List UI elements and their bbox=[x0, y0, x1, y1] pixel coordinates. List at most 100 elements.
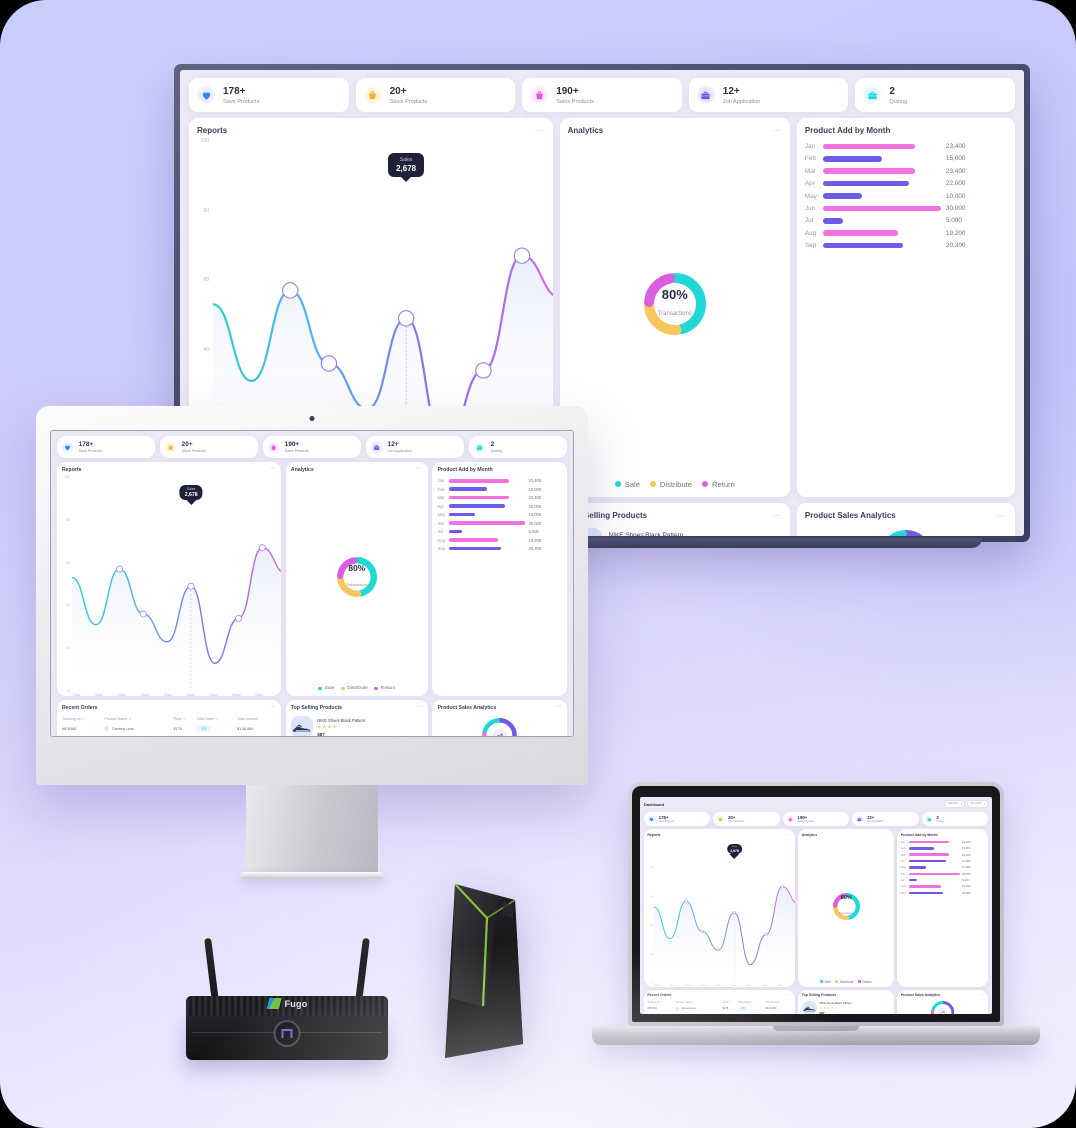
legend-item[interactable]: Sale bbox=[614, 480, 640, 489]
stat-card-2[interactable]: 190+ Sales Products bbox=[522, 78, 682, 112]
orders-column-4[interactable]: Total Amount bbox=[765, 1000, 780, 1004]
monitor-foot bbox=[222, 538, 982, 548]
more-options-icon[interactable]: ⋯ bbox=[269, 704, 277, 711]
stat-card-1[interactable]: 20+ Stock Products bbox=[159, 436, 259, 459]
stat-card-1[interactable]: 20+ Stock Products bbox=[355, 78, 516, 112]
stat-card-4[interactable]: 2 Quiting bbox=[921, 811, 989, 827]
legend-item[interactable]: Sale bbox=[318, 686, 334, 691]
stat-card-3[interactable]: 12+ Job Application bbox=[688, 78, 849, 112]
sort-icon[interactable]: ⇅ bbox=[182, 716, 186, 721]
power-button-icon[interactable] bbox=[273, 1020, 301, 1047]
tv-box-shape bbox=[445, 883, 523, 1058]
sort-icon[interactable]: ⇅ bbox=[215, 716, 219, 721]
legend-item[interactable]: Return bbox=[858, 980, 872, 984]
legend-item[interactable]: Distribute bbox=[649, 480, 692, 489]
sort-icon[interactable]: ⇅ bbox=[81, 716, 85, 721]
more-options-icon[interactable]: ⋯ bbox=[771, 509, 782, 520]
bar-value-label: 10,000 bbox=[528, 512, 542, 518]
table-row[interactable]: #876364 Camera Lens $178 325 $1,46,660 bbox=[647, 1005, 791, 1012]
table-row[interactable]: #876368 Black Sleep Dress $14 53 $46,660 bbox=[62, 735, 276, 736]
monitor-screen[interactable]: 178+ Save Products 20+ Stock Products 19… bbox=[180, 70, 1024, 536]
more-options-icon[interactable]: ⋯ bbox=[885, 831, 891, 837]
orders-column-3[interactable]: Total Order ⇅ bbox=[196, 716, 219, 721]
y-axis-tick: 0 bbox=[67, 689, 70, 693]
stat-card-1[interactable]: 20+ Stock Products bbox=[713, 811, 780, 827]
product-sales-donut-wrap bbox=[438, 711, 562, 736]
stat-card-0[interactable]: 178+ Save Products bbox=[643, 811, 711, 827]
order-total: 53 bbox=[196, 735, 237, 736]
orders-column-3[interactable]: Total Order ⇅ bbox=[738, 1000, 753, 1004]
legend-item[interactable]: Sale bbox=[820, 980, 831, 984]
legend-item[interactable]: Return bbox=[374, 686, 395, 691]
laptop-screen[interactable]: Dashboard 2020-2021 ▾ 2021-2022 ▾ 178+ Sa… bbox=[640, 797, 992, 1014]
orders-column-1[interactable]: Product Name ⇅ bbox=[104, 716, 132, 721]
desktop-monitor-screen[interactable]: 178+ Save Products 20+ Stock Products 19… bbox=[50, 430, 574, 737]
more-options-icon[interactable]: ⋯ bbox=[885, 992, 891, 998]
stat-card-0[interactable]: 178+ Save Products bbox=[189, 78, 349, 112]
list-item[interactable]: NIKE Shoes Black Pattern ★★★★★ $87 bbox=[290, 716, 423, 736]
list-item[interactable]: NIKE Shoes Black Pattern ★★★★★ $87 bbox=[801, 1000, 891, 1014]
stat-card-4[interactable]: 2 Quiting bbox=[468, 436, 568, 459]
bar-category-label: Mar bbox=[900, 852, 906, 857]
more-options-icon[interactable]: ⋯ bbox=[786, 992, 792, 998]
top-selling-card: Top Selling Products ⋯ NIKE Shoes Black … bbox=[559, 502, 790, 536]
orders-column-0[interactable]: Tracking no ⇅ bbox=[647, 1000, 663, 1004]
more-options-icon[interactable]: ⋯ bbox=[415, 466, 423, 473]
sort-icon[interactable]: ⇅ bbox=[128, 716, 132, 721]
bar-row: Aug 19,200 bbox=[805, 230, 1007, 237]
list-item[interactable]: NIKE Shoes Black Pattern ★★★★★ $87 bbox=[567, 527, 782, 536]
stat-card-2[interactable]: 190+ Sales Products bbox=[262, 436, 362, 459]
more-options-icon[interactable]: ⋯ bbox=[555, 704, 563, 711]
stat-card-4[interactable]: 2 Quiting bbox=[855, 78, 1015, 112]
stat-card-2[interactable]: 190+ Sales Products bbox=[782, 811, 850, 827]
bar-category-label: Jun bbox=[437, 520, 445, 526]
stat-card-3[interactable]: 12+ Job Application bbox=[852, 811, 919, 827]
orders-column-0[interactable]: Tracking no ⇅ bbox=[61, 716, 85, 721]
more-options-icon[interactable]: ⋯ bbox=[269, 466, 277, 473]
product-thumbnail bbox=[104, 726, 110, 732]
bag-icon bbox=[535, 90, 543, 99]
legend-color-dot bbox=[858, 980, 861, 983]
bar-row: Sep 20,300 bbox=[438, 546, 562, 551]
y-axis-tick: 60 bbox=[66, 560, 70, 565]
rating-stars: ★★★★★ bbox=[819, 1005, 839, 1010]
dashboard-tv: 178+ Save Products 20+ Stock Products 19… bbox=[180, 70, 1024, 536]
legend-label: Return bbox=[712, 479, 735, 489]
more-options-icon[interactable]: ⋯ bbox=[415, 704, 423, 711]
bar-fill bbox=[822, 156, 882, 162]
sort-icon[interactable]: ⇅ bbox=[660, 1000, 663, 1004]
more-options-icon[interactable]: ⋯ bbox=[534, 125, 545, 135]
table-row[interactable]: #876368 Black Sleep Dress $14 53 $46,660 bbox=[647, 1013, 791, 1014]
bar-value-label: 23,400 bbox=[962, 852, 971, 857]
bar-value-label: 5,000 bbox=[528, 529, 539, 535]
more-options-icon[interactable]: ⋯ bbox=[771, 125, 782, 135]
x-axis-tick: 11am bbox=[95, 692, 103, 697]
more-options-icon[interactable]: ⋯ bbox=[979, 992, 985, 998]
date-range-select[interactable]: 2020-2021 ▾ bbox=[944, 800, 966, 809]
date-range-select[interactable]: 2021-2022 ▾ bbox=[967, 800, 989, 809]
table-row[interactable]: #876364 Camera Lens $178 325 $1,46,660 bbox=[62, 723, 276, 735]
bar-row: Mar 23,400 bbox=[805, 168, 1007, 175]
orders-column-2[interactable]: Price ⇅ bbox=[722, 1000, 731, 1004]
sort-icon[interactable]: ⇅ bbox=[750, 1000, 753, 1004]
sort-icon[interactable]: ⇅ bbox=[692, 1000, 695, 1004]
more-options-icon[interactable]: ⋯ bbox=[997, 509, 1007, 520]
legend-item[interactable]: Return bbox=[702, 480, 735, 489]
order-price: $14 bbox=[174, 735, 197, 736]
legend-item[interactable]: Distribute bbox=[340, 686, 368, 691]
tooltip-value: 2,678 bbox=[730, 848, 739, 853]
sort-icon[interactable]: ⇅ bbox=[728, 1000, 731, 1004]
bar-category-label: Jun bbox=[804, 204, 816, 212]
bar-track bbox=[908, 885, 960, 888]
tooltip-value: 2,678 bbox=[184, 491, 198, 498]
orders-column-2[interactable]: Price ⇅ bbox=[173, 716, 186, 721]
orders-column-1[interactable]: Product Name ⇅ bbox=[675, 1000, 695, 1004]
more-options-icon[interactable]: ⋯ bbox=[786, 831, 792, 837]
bar-track bbox=[822, 205, 941, 212]
orders-column-4[interactable]: Total Amount bbox=[237, 716, 259, 721]
stat-card-3[interactable]: 12+ Job Application bbox=[365, 436, 465, 459]
analytics-title: Analytics bbox=[801, 832, 818, 837]
legend-item[interactable]: Distribute bbox=[835, 980, 854, 984]
bar-track bbox=[449, 521, 526, 525]
stat-card-0[interactable]: 178+ Save Products bbox=[56, 436, 156, 459]
